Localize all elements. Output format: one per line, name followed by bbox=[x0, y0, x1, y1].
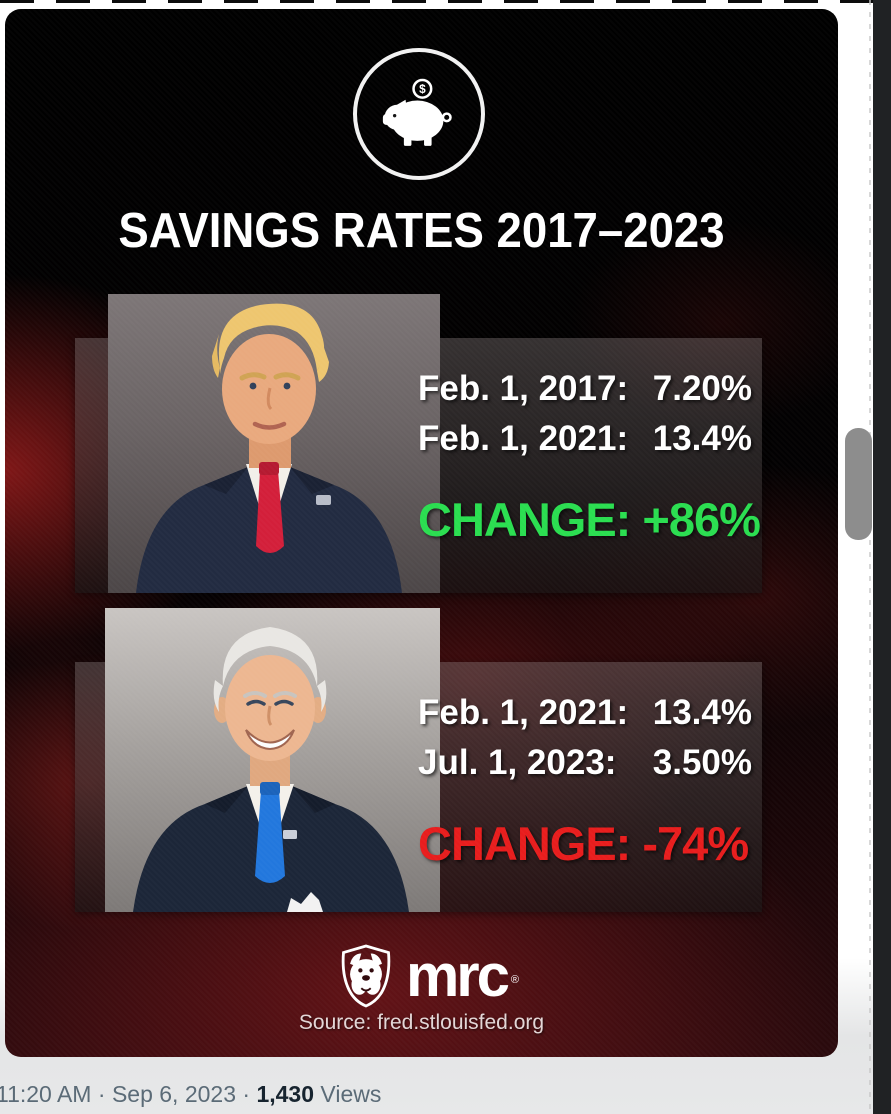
stat-date: Feb. 1, 2021: bbox=[418, 419, 629, 458]
scrollbar-track[interactable] bbox=[869, 0, 871, 1114]
cutoff-content-dashes bbox=[0, 0, 873, 3]
views-count: 1,430 bbox=[256, 1081, 315, 1107]
biden-stats: Feb. 1, 2021: 13.4% Jul. 1, 2023: 3.50% … bbox=[418, 688, 752, 871]
stat-date: Feb. 1, 2017: bbox=[418, 369, 629, 408]
stat-row: Jul. 1, 2023: 3.50% bbox=[418, 738, 752, 788]
stat-value: 13.4% bbox=[652, 419, 752, 458]
tweet-time: 11:20 AM bbox=[0, 1081, 92, 1107]
stat-row: Feb. 1, 2021: 13.4% bbox=[418, 688, 752, 738]
biden-change-line: CHANGE: -74% bbox=[418, 816, 752, 871]
stat-date: Jul. 1, 2023: bbox=[418, 743, 617, 782]
piggy-bank-icon: $ bbox=[353, 48, 485, 180]
mrc-logo: mrc ® bbox=[5, 943, 838, 1009]
bulldog-shield-icon bbox=[341, 944, 391, 1008]
trump-photo bbox=[108, 294, 440, 593]
stat-value: 7.20% bbox=[652, 369, 752, 408]
change-label: CHANGE: bbox=[418, 817, 631, 870]
scrollbar-thumb[interactable] bbox=[845, 428, 872, 540]
stat-value: 3.50% bbox=[652, 743, 752, 782]
mrc-wordmark: mrc bbox=[405, 942, 510, 1009]
tweet-timestamp: 11:20 AM · Sep 6, 2023 · 1,430 Views bbox=[0, 1081, 381, 1108]
source-text: Source: fred.stlouisfed.org bbox=[298, 1011, 545, 1034]
infographic-title: SAVINGS RATES 2017–2023 bbox=[118, 204, 725, 258]
change-value: +86% bbox=[642, 493, 761, 546]
views-label: Views bbox=[320, 1081, 382, 1107]
right-window-edge bbox=[873, 0, 891, 1114]
trump-change-line: CHANGE: +86% bbox=[418, 492, 761, 547]
biden-panel: Feb. 1, 2021: 13.4% Jul. 1, 2023: 3.50% … bbox=[75, 608, 762, 912]
separator-dot: · bbox=[242, 1081, 251, 1107]
change-value: -74% bbox=[642, 817, 749, 870]
piggy-bank-glyph: $ bbox=[382, 78, 452, 146]
tweet-date: Sep 6, 2023 bbox=[111, 1081, 236, 1107]
biden-portrait bbox=[133, 627, 409, 912]
trump-panel: Feb. 1, 2017: 7.20% Feb. 1, 2021: 13.4% … bbox=[75, 294, 762, 593]
trump-stats: Feb. 1, 2017: 7.20% Feb. 1, 2021: 13.4% … bbox=[418, 364, 761, 547]
tweet-image-card[interactable]: $ SAVINGS RATES 2017–2023 bbox=[5, 9, 838, 1057]
biden-photo bbox=[105, 608, 440, 912]
registered-mark: ® bbox=[510, 974, 520, 986]
stat-row: Feb. 1, 2017: 7.20% bbox=[418, 364, 752, 414]
stat-date: Feb. 1, 2021: bbox=[418, 693, 629, 732]
svg-text:$: $ bbox=[419, 83, 426, 96]
trump-portrait bbox=[136, 303, 402, 593]
mrc-logo-text: mrc ® bbox=[406, 946, 519, 1006]
separator-dot: · bbox=[97, 1081, 106, 1107]
stat-row: Feb. 1, 2021: 13.4% bbox=[418, 414, 752, 464]
stat-value: 13.4% bbox=[652, 693, 752, 732]
change-label: CHANGE: bbox=[418, 493, 631, 546]
